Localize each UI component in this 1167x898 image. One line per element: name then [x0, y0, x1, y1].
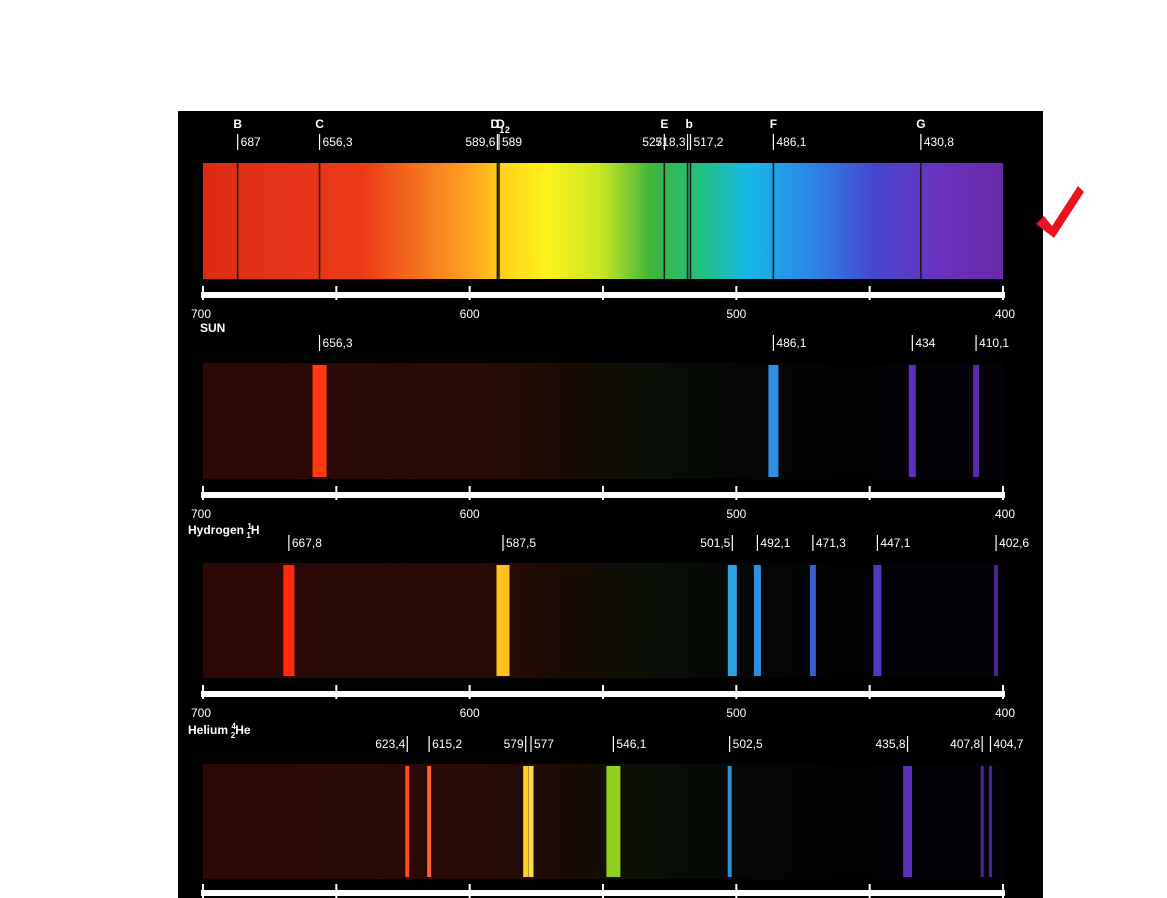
- wavelength-label: 615,2: [432, 737, 462, 751]
- emission-spectrum-band-neon: [203, 764, 1003, 879]
- emission-line: [427, 766, 432, 877]
- scale-tick-label: 600: [460, 507, 480, 521]
- wavelength-label: 687: [241, 135, 261, 149]
- wavelength-label: 447,1: [880, 536, 910, 550]
- emission-spectrum-band-helium: [203, 563, 1003, 678]
- scale-tick-label: 500: [726, 307, 746, 321]
- scale-tick-label: 400: [995, 507, 1015, 521]
- emission-line: [606, 766, 621, 877]
- emission-line: [523, 766, 529, 877]
- scale-tick-label: 400: [995, 307, 1015, 321]
- wavelength-label: 623,4: [375, 737, 405, 751]
- fraunhofer-letter: G: [916, 117, 925, 131]
- wavelength-label: 518,3: [656, 135, 686, 149]
- emission-spectrum-band-hydrogen: [203, 363, 1003, 479]
- spectra-panel: 700 600 500 400 700 600 500 400 700 600 500 400 B C D1…: [178, 111, 1043, 898]
- scale-tick-label: 700: [191, 706, 211, 720]
- emission-line: [903, 766, 913, 877]
- wavelength-label: 430,8: [924, 135, 954, 149]
- emission-line: [994, 565, 999, 676]
- emission-line: [727, 766, 732, 877]
- wavelength-label: 577: [534, 737, 554, 751]
- checkmark-icon: [1036, 186, 1084, 238]
- emission-line: [768, 365, 779, 477]
- emission-line: [873, 565, 882, 676]
- wavelength-label: 502,5: [733, 737, 763, 751]
- emission-line: [980, 766, 984, 877]
- emission-line: [753, 565, 761, 676]
- wavelength-label: 589: [502, 135, 522, 149]
- fraunhofer-letter: B: [233, 117, 242, 131]
- wavelength-label: 402,6: [999, 536, 1029, 550]
- wavelength-label: 492,1: [760, 536, 790, 550]
- emission-line: [312, 365, 327, 477]
- spectrum-name-hydrogen: Hydrogen 1 1H: [188, 522, 259, 540]
- scale-tick-label: 700: [191, 507, 211, 521]
- wavelength-label: 587,5: [506, 536, 536, 550]
- emission-line: [809, 565, 816, 676]
- fraunhofer-letter: C: [315, 117, 324, 131]
- emission-line: [908, 365, 916, 477]
- wavelength-label: 517,2: [693, 135, 723, 149]
- scale-tick-label: 600: [460, 307, 480, 321]
- scale-tick-label: 500: [726, 706, 746, 720]
- wavelength-label: 656,3: [323, 135, 353, 149]
- emission-line: [988, 766, 992, 877]
- wavelength-label: 667,8: [292, 536, 322, 550]
- emission-line: [283, 565, 295, 676]
- emission-line: [496, 565, 510, 676]
- wavelength-label: 527: [642, 135, 662, 149]
- fraunhofer-letter: F: [770, 117, 777, 131]
- wavelength-label: 501,5: [700, 536, 730, 550]
- scale-tick-label: 600: [460, 706, 480, 720]
- scale-tick-label: 500: [726, 507, 746, 521]
- wavelength-label: 407,8: [950, 737, 980, 751]
- scale-tick-label: 400: [995, 706, 1015, 720]
- wavelength-label: 486,1: [776, 336, 806, 350]
- wavelength-label: 435,8: [876, 737, 906, 751]
- wavelength-label: 546,1: [616, 737, 646, 751]
- wavelength-label: 471,3: [816, 536, 846, 550]
- wavelength-label: 404,7: [993, 737, 1023, 751]
- emission-line: [727, 565, 737, 676]
- fraunhofer-letter: b: [685, 117, 692, 131]
- wavelength-label: 579: [504, 737, 524, 751]
- wavelength-label: 410,1: [979, 336, 1009, 350]
- wavelength-label: 434: [915, 336, 935, 350]
- emission-line: [973, 365, 980, 477]
- emission-line: [405, 766, 410, 877]
- scale-tick-label: 700: [191, 307, 211, 321]
- solar-spectrum-band: [203, 163, 1003, 279]
- fraunhofer-letter: E: [660, 117, 668, 131]
- wavelength-label: 589,6: [465, 135, 495, 149]
- wavelength-label: 656,3: [323, 336, 353, 350]
- spectrum-name-sun: SUN: [200, 321, 225, 335]
- wavelength-label: 486,1: [776, 135, 806, 149]
- spectrum-name-helium: Helium 4 2He: [188, 722, 251, 740]
- emission-line: [528, 766, 534, 877]
